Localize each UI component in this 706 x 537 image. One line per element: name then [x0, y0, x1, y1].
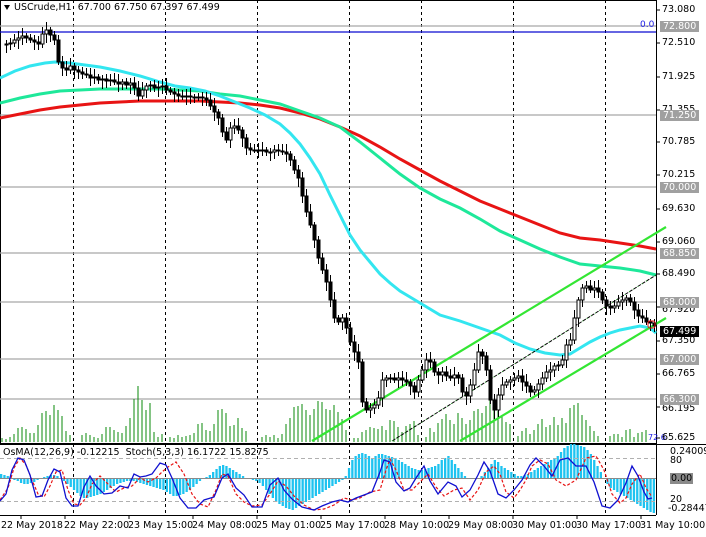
indicator-axis-20: 20: [670, 494, 683, 505]
ohlc-open: 67.700: [77, 2, 111, 13]
time-label: 30 May 01:00: [512, 520, 578, 531]
price-label: 68.490: [662, 268, 696, 279]
current-price-marker: [647, 320, 656, 329]
time-label: 31 May 10:00: [640, 520, 706, 531]
price-label: 66.765: [662, 368, 696, 379]
indicator-axis-zero: 0.00: [670, 473, 694, 484]
price-label: 70.785: [662, 136, 696, 147]
level-tag: 66.300: [660, 394, 700, 405]
indicator-axis-bottom: -0.28447: [668, 503, 706, 514]
price-label: 67.920: [662, 304, 696, 315]
level-tag: 67.000: [660, 354, 700, 365]
level-tag: 71.250: [660, 110, 700, 121]
stoch-signal-value: 15.8275: [229, 447, 269, 458]
volume-bars: [1, 386, 647, 442]
osma-value: -0.12215: [76, 447, 120, 458]
time-label: 25 May 17:00: [320, 520, 386, 531]
time-label: 29 May 08:00: [448, 520, 514, 531]
chart-header: USCrude,H1 67.700 67.750 67.397 67.499: [2, 2, 220, 13]
osma-label: OsMA(12,26,9): [3, 447, 74, 458]
price-axis-ticks: [656, 9, 660, 439]
time-label: 22 May 22:00: [64, 520, 130, 531]
time-label: 22 May 2018: [1, 520, 63, 531]
price-label: 71.355: [662, 104, 695, 115]
indicator-axis-80: 80: [670, 455, 683, 466]
price-label: 71.925: [662, 71, 696, 82]
time-label: 25 May 01:00: [256, 520, 322, 531]
channel-lower: [459, 317, 667, 442]
stoch-label: Stoch(5,3,3): [125, 447, 184, 458]
price-label: 65.625: [662, 432, 696, 443]
ema50-line[interactable]: [0, 60, 657, 357]
level-tag: 72.800: [660, 21, 700, 32]
price-label: 69.060: [662, 236, 696, 247]
fibonacci-level-label: 0.0: [640, 20, 655, 30]
time-label: 23 May 15:00: [128, 520, 194, 531]
ohlc-low: 67.397: [150, 2, 184, 13]
level-tag: 68.000: [660, 297, 700, 308]
time-label: 28 May 10:00: [384, 520, 450, 531]
price-label: 72.510: [662, 37, 696, 48]
price-label: 69.630: [662, 203, 696, 214]
support-resistance-levels[interactable]: [0, 25, 656, 400]
symbol-label: USCrude,H1: [14, 2, 72, 13]
time-label: 30 May 17:00: [576, 520, 642, 531]
indicator-header: OsMA(12,26,9) -0.12215 Stoch(5,3,3) 16.1…: [3, 447, 269, 458]
ema144-line[interactable]: [0, 87, 657, 277]
stoch-main-value: 16.1722: [187, 447, 227, 458]
level-tag: 68.850: [660, 248, 700, 259]
volume-value-label: 72 6: [648, 433, 666, 442]
price-label: 66.195: [662, 403, 696, 414]
collapse-triangle-icon[interactable]: [4, 4, 10, 10]
time-label: 24 May 08:00: [192, 520, 258, 531]
price-label: 67.350: [662, 335, 696, 346]
price-label: 70.215: [662, 169, 696, 180]
current-price-tag: 67.499: [660, 326, 700, 337]
ohlc-close: 67.499: [186, 2, 220, 13]
ohlc-high: 67.750: [113, 2, 148, 13]
level-tag: 70.000: [660, 182, 700, 193]
indicator-axis-top: 0.24009: [670, 446, 706, 457]
time-axis-ticks: [20, 515, 642, 519]
stoch-main-line: [0, 457, 653, 511]
price-label: 73.080: [662, 4, 696, 15]
